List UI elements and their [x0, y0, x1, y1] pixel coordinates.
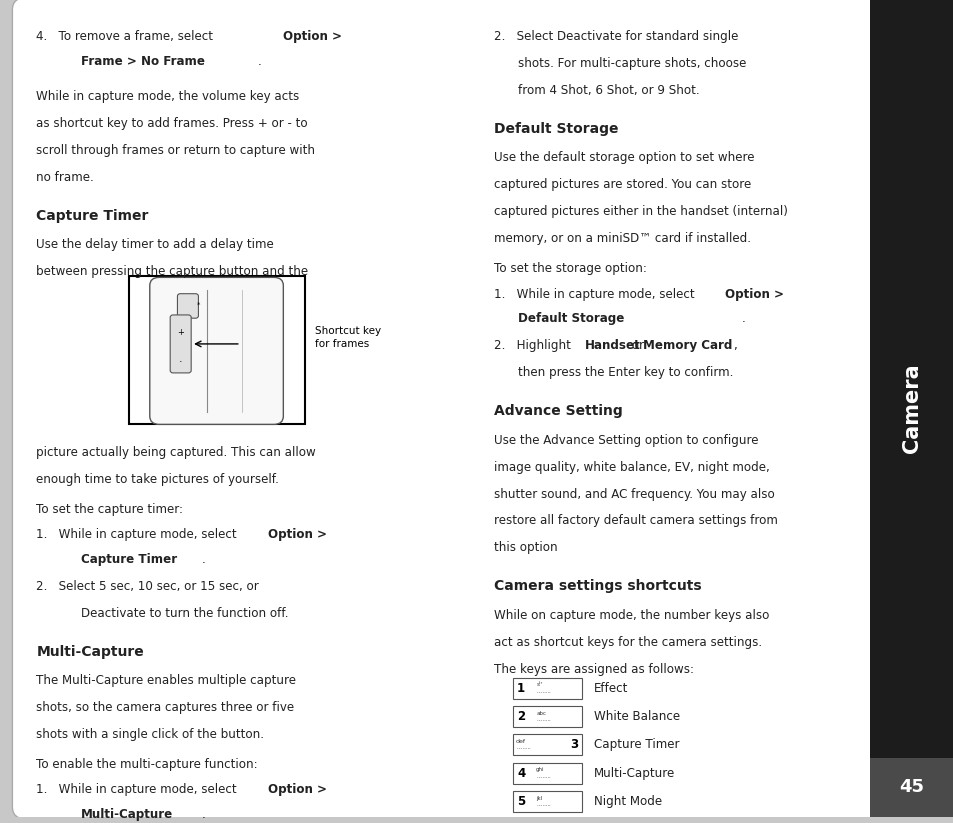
FancyBboxPatch shape — [513, 734, 581, 756]
Text: 3: 3 — [569, 738, 578, 751]
Text: White Balance: White Balance — [594, 710, 679, 723]
Text: Option >: Option > — [268, 783, 327, 797]
Text: 1.   While in capture mode, select: 1. While in capture mode, select — [36, 783, 240, 797]
Text: Default Storage: Default Storage — [517, 313, 624, 325]
Text: Option >: Option > — [283, 30, 342, 44]
Text: Memory Card: Memory Card — [642, 339, 732, 352]
Text: ⋯⋯⋯: ⋯⋯⋯ — [516, 746, 530, 751]
Text: ⋯⋯⋯: ⋯⋯⋯ — [536, 774, 550, 780]
Text: Deactivate to turn the function off.: Deactivate to turn the function off. — [81, 607, 289, 620]
Text: 2.   Highlight: 2. Highlight — [494, 339, 575, 352]
Text: between pressing the capture button and the: between pressing the capture button and … — [36, 265, 308, 278]
Text: restore all factory default camera settings from: restore all factory default camera setti… — [494, 514, 778, 528]
Text: .: . — [257, 55, 261, 68]
FancyBboxPatch shape — [12, 0, 880, 819]
Text: Capture Timer: Capture Timer — [594, 738, 679, 751]
Text: .: . — [202, 553, 206, 566]
Text: 1.   While in capture mode, select: 1. While in capture mode, select — [36, 528, 240, 541]
Text: Multi-Capture: Multi-Capture — [81, 808, 173, 821]
Text: abc: abc — [536, 710, 545, 716]
Text: captured pictures are stored. You can store: captured pictures are stored. You can st… — [494, 179, 751, 192]
Bar — [869, 0, 953, 816]
Text: ⋯⋯⋯: ⋯⋯⋯ — [536, 718, 550, 723]
Text: 2.   Select Deactivate for standard single: 2. Select Deactivate for standard single — [494, 30, 738, 44]
Text: 4: 4 — [517, 767, 525, 779]
Text: this option: this option — [494, 542, 558, 555]
Text: or: or — [627, 339, 647, 352]
Text: ,: , — [732, 339, 736, 352]
Text: no frame.: no frame. — [36, 171, 94, 184]
Text: Shortcut key
for frames: Shortcut key for frames — [314, 326, 380, 349]
Text: Default Storage: Default Storage — [494, 122, 618, 136]
Text: The Multi-Capture enables multiple capture: The Multi-Capture enables multiple captu… — [36, 674, 296, 687]
Text: Camera settings shortcuts: Camera settings shortcuts — [494, 579, 701, 593]
Text: To enable the multi-capture function:: To enable the multi-capture function: — [36, 758, 257, 770]
Text: 2.   Select 5 sec, 10 sec, or 15 sec, or: 2. Select 5 sec, 10 sec, or 15 sec, or — [36, 580, 258, 593]
Text: then press the Enter key to confirm.: then press the Enter key to confirm. — [517, 366, 733, 379]
Text: Handset: Handset — [584, 339, 639, 352]
Text: from 4 Shot, 6 Shot, or 9 Shot.: from 4 Shot, 6 Shot, or 9 Shot. — [517, 84, 699, 97]
FancyBboxPatch shape — [513, 706, 581, 728]
Text: *: * — [196, 301, 200, 307]
Text: Advance Setting: Advance Setting — [494, 404, 622, 418]
Text: Multi-Capture: Multi-Capture — [36, 644, 144, 658]
Text: Capture Timer: Capture Timer — [81, 553, 177, 566]
Text: Use the delay timer to add a delay time: Use the delay timer to add a delay time — [36, 238, 274, 251]
Text: as shortcut key to add frames. Press + or - to: as shortcut key to add frames. Press + o… — [36, 117, 308, 130]
Text: +: + — [177, 328, 184, 337]
FancyBboxPatch shape — [513, 677, 581, 699]
Text: To set the storage option:: To set the storage option: — [494, 262, 646, 275]
Text: shots, so the camera captures three or five: shots, so the camera captures three or f… — [36, 701, 294, 714]
Text: ghi: ghi — [536, 767, 544, 772]
Text: 4.   To remove a frame, select: 4. To remove a frame, select — [36, 30, 216, 44]
Text: 45: 45 — [899, 779, 923, 796]
Text: ⋯⋯⋯: ⋯⋯⋯ — [536, 803, 550, 808]
Text: To set the capture timer:: To set the capture timer: — [36, 503, 183, 515]
FancyBboxPatch shape — [177, 294, 198, 319]
Text: ⋯⋯⋯: ⋯⋯⋯ — [536, 690, 550, 695]
Text: enough time to take pictures of yourself.: enough time to take pictures of yourself… — [36, 473, 279, 486]
Text: 5: 5 — [517, 795, 525, 808]
Text: Capture Timer: Capture Timer — [36, 208, 149, 222]
Text: .: . — [740, 313, 744, 325]
Text: Option >: Option > — [724, 287, 783, 300]
Text: 2: 2 — [517, 710, 525, 723]
Text: Camera: Camera — [902, 364, 921, 453]
Bar — [869, 758, 953, 816]
Text: .: . — [179, 354, 182, 364]
Text: Effect: Effect — [594, 681, 628, 695]
Text: Multi-Capture: Multi-Capture — [594, 767, 675, 779]
Text: act as shortcut keys for the camera settings.: act as shortcut keys for the camera sett… — [494, 635, 761, 649]
FancyBboxPatch shape — [513, 791, 581, 812]
Text: 1: 1 — [517, 681, 525, 695]
Text: While in capture mode, the volume key acts: While in capture mode, the volume key ac… — [36, 90, 299, 103]
Text: Use the default storage option to set where: Use the default storage option to set wh… — [494, 151, 754, 165]
Text: scroll through frames or return to capture with: scroll through frames or return to captu… — [36, 144, 314, 157]
Text: While on capture mode, the number keys also: While on capture mode, the number keys a… — [494, 609, 769, 622]
Text: shutter sound, and AC frequency. You may also: shutter sound, and AC frequency. You may… — [494, 487, 774, 500]
Text: memory, or on a miniSD™ card if installed.: memory, or on a miniSD™ card if installe… — [494, 232, 750, 245]
Text: image quality, white balance, EV, night mode,: image quality, white balance, EV, night … — [494, 461, 769, 473]
FancyBboxPatch shape — [170, 315, 191, 373]
Text: Night Mode: Night Mode — [594, 795, 661, 808]
Text: .: . — [202, 808, 206, 821]
Text: picture actually being captured. This can allow: picture actually being captured. This ca… — [36, 446, 315, 459]
Text: captured pictures either in the handset (internal): captured pictures either in the handset … — [494, 206, 787, 218]
Text: jkl: jkl — [536, 796, 542, 801]
Text: def: def — [516, 738, 525, 743]
Text: Use the Advance Setting option to configure: Use the Advance Setting option to config… — [494, 434, 758, 447]
Text: shots. For multi-capture shots, choose: shots. For multi-capture shots, choose — [517, 57, 745, 70]
FancyBboxPatch shape — [129, 276, 305, 425]
Text: Frame > No Frame: Frame > No Frame — [81, 55, 205, 68]
FancyBboxPatch shape — [150, 277, 283, 425]
FancyBboxPatch shape — [513, 763, 581, 783]
Text: shots with a single click of the button.: shots with a single click of the button. — [36, 728, 264, 741]
Text: sᵗʳ: sᵗʳ — [536, 682, 541, 687]
Text: Option >: Option > — [268, 528, 327, 541]
Text: 1.   While in capture mode, select: 1. While in capture mode, select — [494, 287, 698, 300]
Text: The keys are assigned as follows:: The keys are assigned as follows: — [494, 663, 694, 676]
